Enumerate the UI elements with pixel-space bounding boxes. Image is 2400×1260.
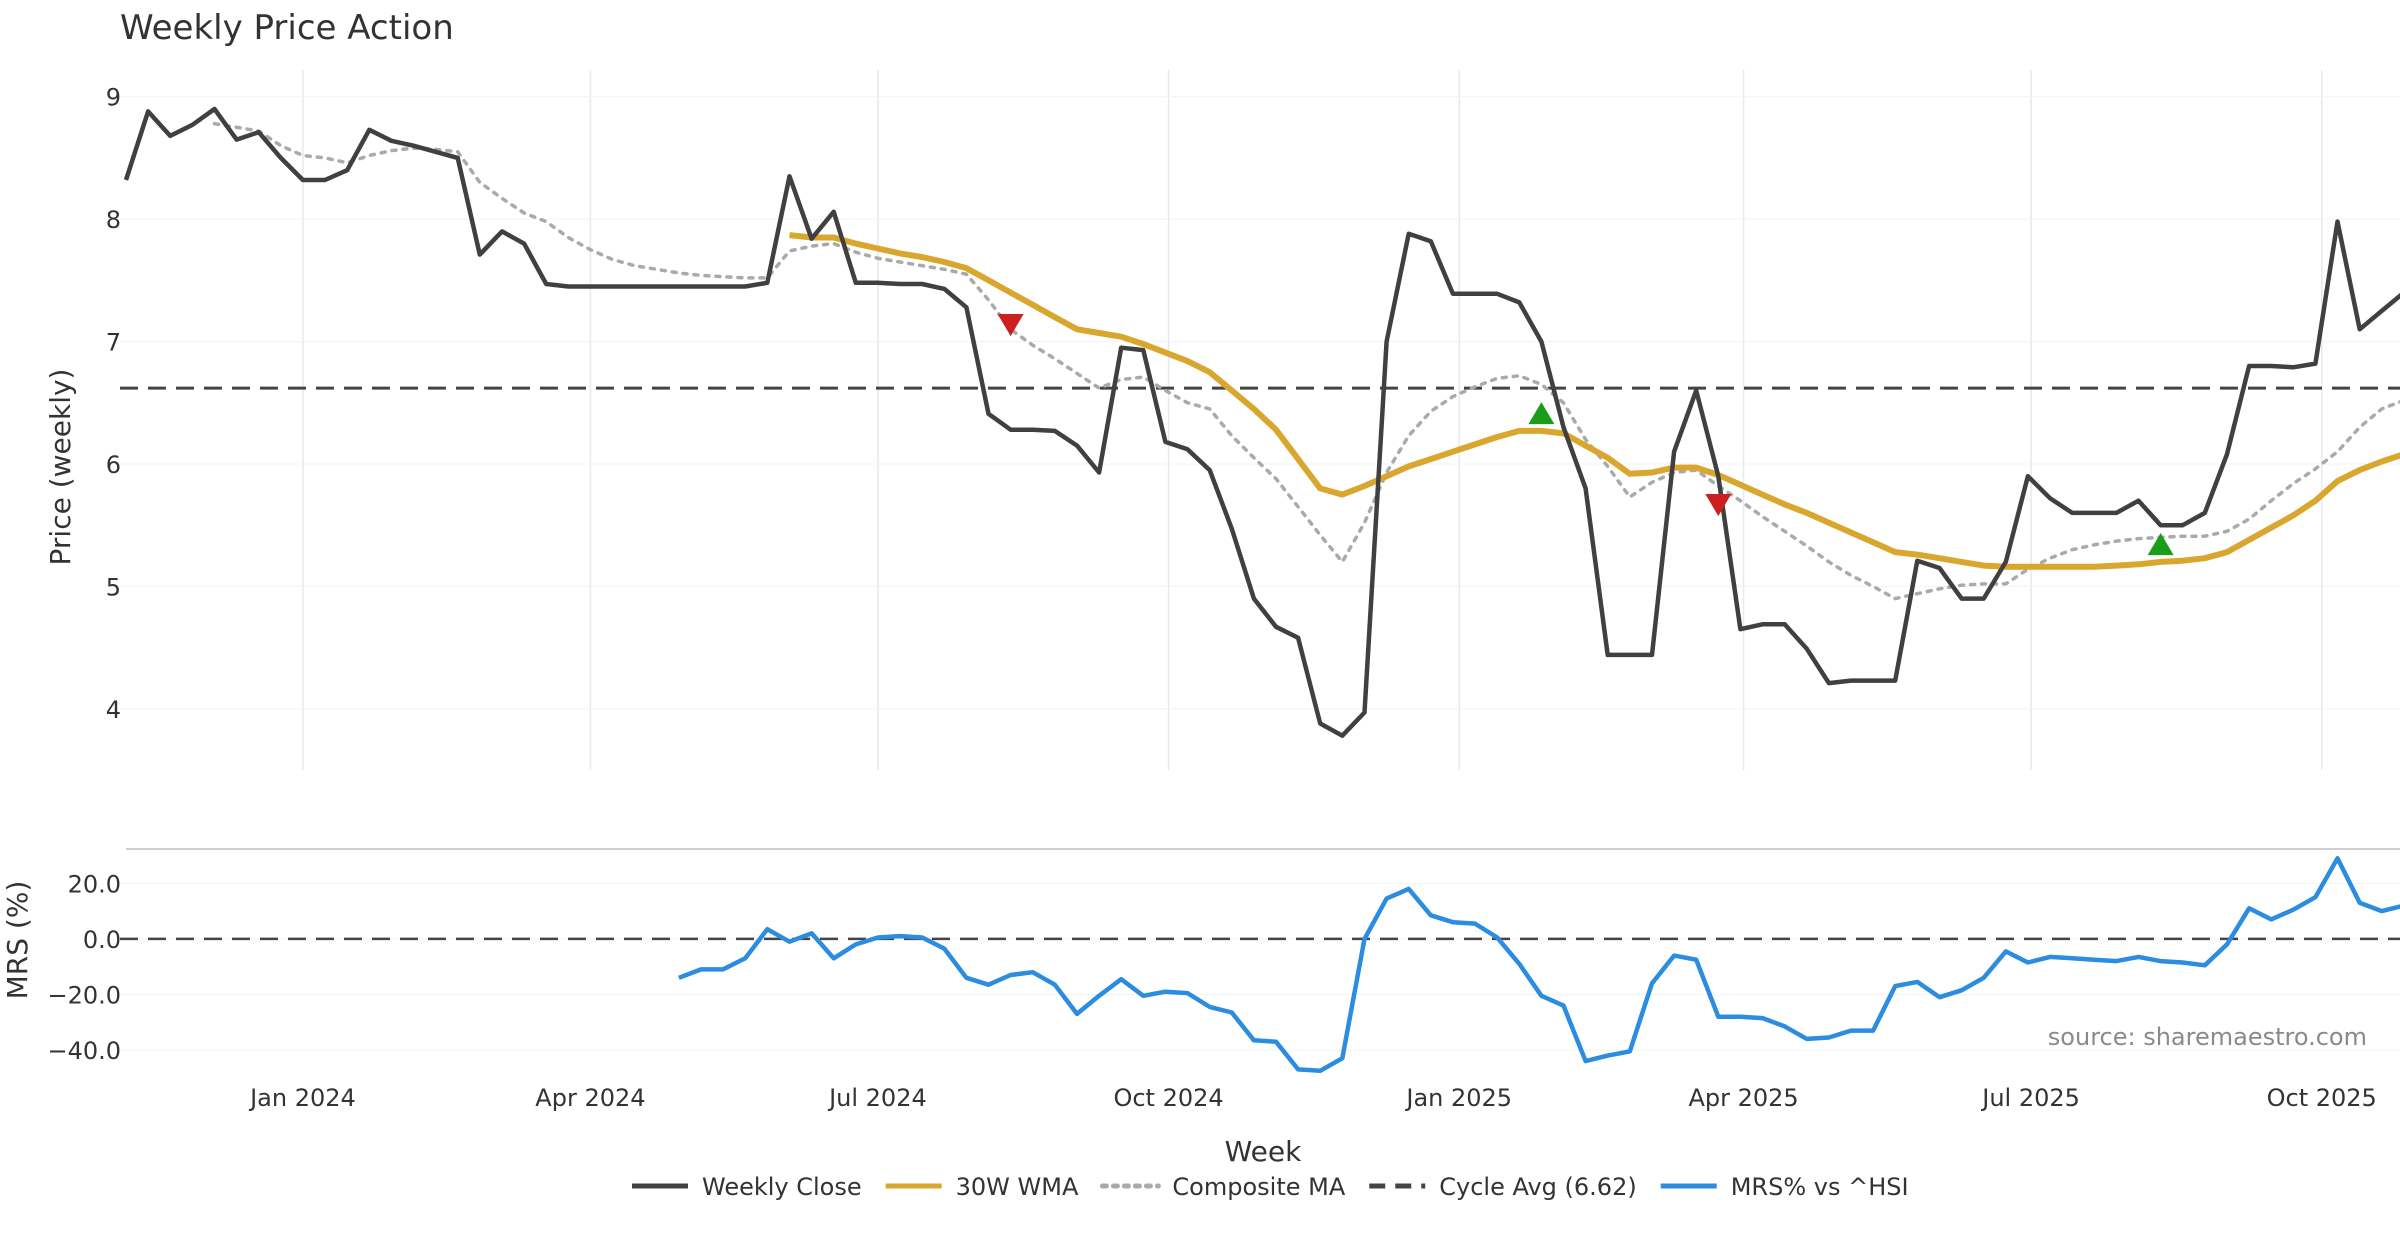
price-y-tick-label: 8 — [106, 206, 121, 234]
x-tick-label: Jul 2025 — [1980, 1084, 2080, 1112]
x-tick-label: Jan 2025 — [1404, 1084, 1512, 1112]
price-axis-title: Price (weekly) — [44, 369, 77, 566]
x-tick-label: Oct 2025 — [2267, 1084, 2377, 1112]
mrs-y-tick-label: −40.0 — [47, 1037, 121, 1065]
mrs-axis-title: MRS (%) — [1, 881, 34, 1000]
sell-signal-marker — [1705, 493, 1732, 517]
legend-item: Cycle Avg (6.62) — [1369, 1173, 1637, 1201]
price-y-tick-label: 7 — [106, 329, 121, 357]
price-y-tick-label: 6 — [106, 451, 121, 479]
x-axis: Jan 2024 Apr 2024 Jul 2024 Oct 2024 Jan 2025… — [248, 1084, 2377, 1112]
legend-item: Composite MA — [1099, 1173, 1346, 1201]
wma-30w-line — [789, 232, 2400, 570]
x-axis-title: Week — [1225, 1135, 1302, 1168]
weekly-close-line — [123, 106, 2400, 738]
legend-item: MRS% vs ^HSI — [1660, 1173, 1909, 1201]
price-y-tick-label: 4 — [106, 696, 121, 724]
legend-label: Cycle Avg (6.62) — [1439, 1173, 1636, 1201]
source-note: source: sharemaestro.com — [2048, 1023, 2367, 1051]
x-tick-label: Jul 2024 — [827, 1084, 927, 1112]
legend-item: 30W WMA — [885, 1173, 1079, 1201]
legend-item: Weekly Close — [632, 1173, 862, 1201]
legend: Weekly Close 30W WMA Composite MA Cycle Avg… — [632, 1173, 1909, 1201]
x-tick-label: Apr 2024 — [535, 1084, 645, 1112]
x-tick-label: Jan 2024 — [248, 1084, 356, 1112]
legend-label: Composite MA — [1172, 1173, 1345, 1201]
composite-ma-line — [212, 121, 2400, 601]
mrs-y-tick-label: 20.0 — [68, 870, 121, 898]
chart-title: Weekly Price Action — [120, 8, 454, 48]
mrs-line — [678, 856, 2400, 1074]
price-y-tick-label: 9 — [106, 84, 121, 112]
sell-signal-marker — [997, 314, 1024, 337]
buy-signal-marker — [1528, 402, 1555, 425]
legend-label: Weekly Close — [702, 1173, 862, 1201]
x-tick-label: Oct 2024 — [1113, 1084, 1223, 1112]
price-panel: 4 5 6 7 8 9 — [106, 70, 2400, 770]
mrs-y-tick-label: −20.0 — [47, 981, 121, 1009]
price-y-tick-label: 5 — [106, 573, 121, 601]
mrs-panel: 20.0 0.0 −20.0 −40.0 — [47, 848, 2400, 1074]
mrs-y-tick-label: 0.0 — [83, 926, 121, 954]
legend-label: 30W WMA — [956, 1173, 1079, 1201]
legend-label: MRS% vs ^HSI — [1731, 1173, 1909, 1201]
buy-signal-marker — [2147, 533, 2174, 556]
x-tick-label: Apr 2025 — [1688, 1084, 1798, 1112]
